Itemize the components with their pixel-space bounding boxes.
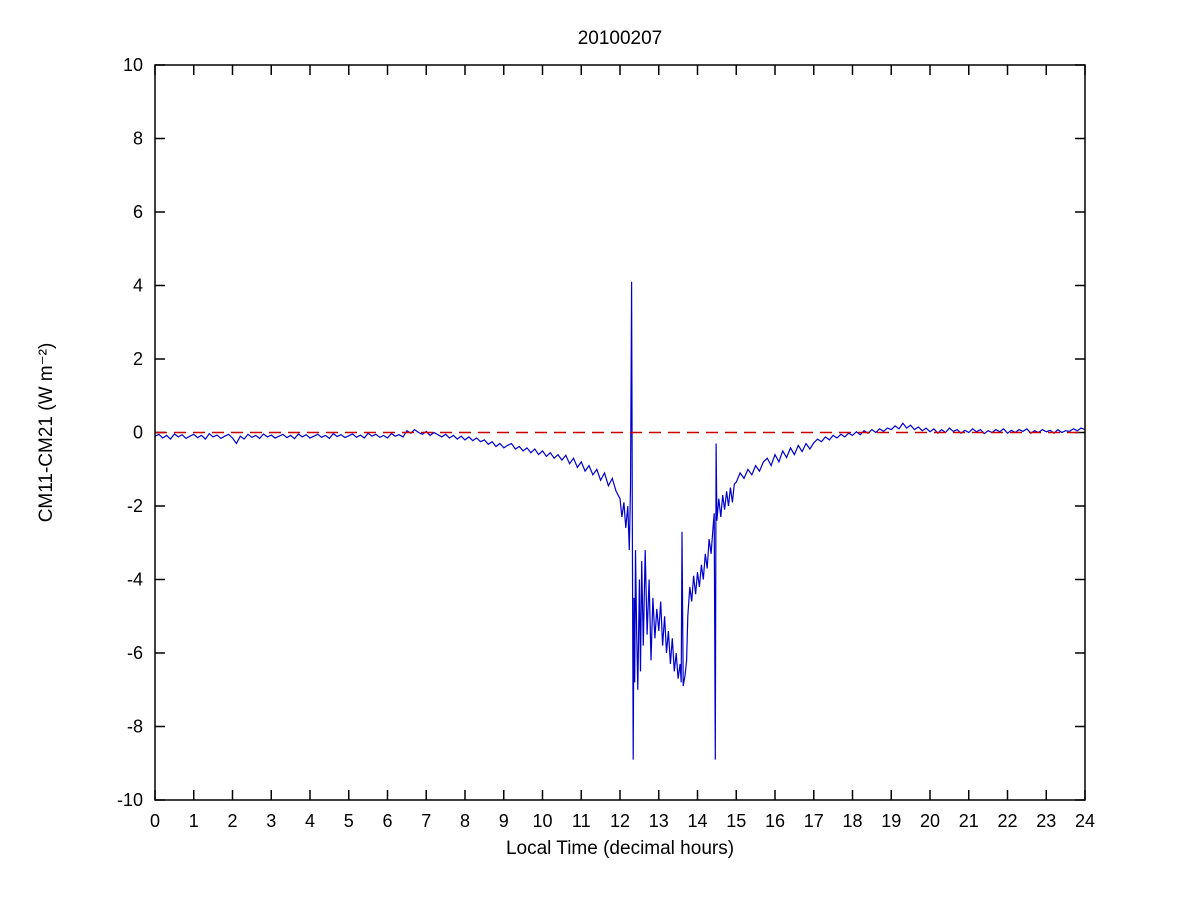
y-tick-label: -4 — [127, 570, 143, 590]
x-tick-label: 18 — [842, 811, 862, 831]
x-tick-label: 12 — [610, 811, 630, 831]
data-series — [154, 281, 1086, 760]
y-axis-label: CM11-CM21 (W m⁻²) — [36, 343, 57, 523]
x-tick-label: 4 — [305, 811, 315, 831]
x-tick-label: 14 — [687, 811, 707, 831]
y-tick-label: -2 — [127, 496, 143, 516]
y-tick-label: 4 — [133, 276, 143, 296]
x-tick-label: 10 — [532, 811, 552, 831]
x-tick-label: 5 — [344, 811, 354, 831]
x-tick-label: 15 — [726, 811, 746, 831]
x-tick-label: 24 — [1075, 811, 1095, 831]
difference-series-line — [154, 281, 1086, 760]
x-tick-label: 2 — [227, 811, 237, 831]
x-tick-label: 0 — [150, 811, 160, 831]
chart-title: 20100207 — [578, 28, 663, 49]
x-tick-label: 3 — [266, 811, 276, 831]
x-axis-label: Local Time (decimal hours) — [506, 838, 734, 859]
x-tick-label: 1 — [189, 811, 199, 831]
y-tick-label: -6 — [127, 643, 143, 663]
y-tick-label: 2 — [133, 349, 143, 369]
x-tick-label: 13 — [649, 811, 669, 831]
x-tick-label: 9 — [499, 811, 509, 831]
x-tick-label: 16 — [765, 811, 785, 831]
x-tick-label: 17 — [804, 811, 824, 831]
y-tick-label: 10 — [123, 55, 143, 75]
x-tick-label: 20 — [920, 811, 940, 831]
y-tick-label: -10 — [117, 790, 143, 810]
x-tick-label: 22 — [997, 811, 1017, 831]
x-tick-label: 21 — [959, 811, 979, 831]
axis-ticks: 0 1 2 3 4 5 6 7 8 9 10 11 12 13 14 15 16 17 18 19 20 21 22 23 24… — [117, 55, 1095, 831]
x-tick-label: 23 — [1036, 811, 1056, 831]
x-tick-label: 8 — [460, 811, 470, 831]
axes-box — [154, 64, 1086, 801]
x-tick-label: 6 — [382, 811, 392, 831]
y-tick-label: 0 — [133, 423, 143, 443]
x-tick-label: 11 — [572, 811, 591, 831]
y-tick-label: 8 — [133, 129, 143, 149]
y-tick-label: 6 — [133, 202, 143, 222]
x-tick-label: 7 — [421, 811, 431, 831]
x-tick-label: 19 — [881, 811, 901, 831]
y-tick-label: -8 — [127, 717, 143, 737]
